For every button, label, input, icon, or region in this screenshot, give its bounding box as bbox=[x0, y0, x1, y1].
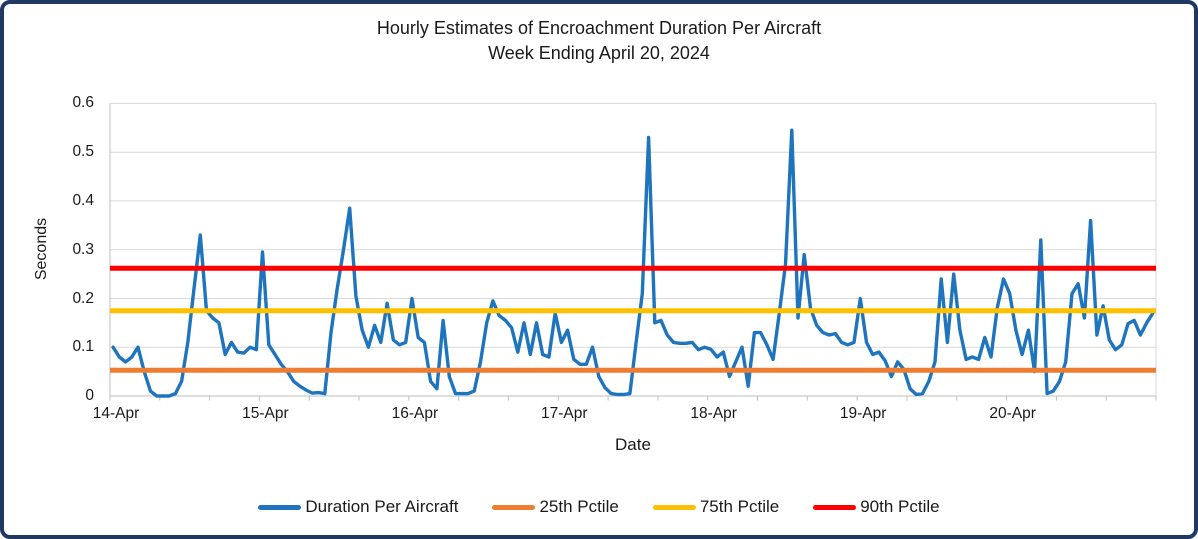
legend-item-90th-pctile: 90th Pctile bbox=[813, 497, 940, 517]
legend-label: 75th Pctile bbox=[699, 497, 780, 516]
chart-title-line2: Week Ending April 20, 2024 bbox=[488, 43, 710, 63]
legend: Duration Per Aircraft 25th Pctile 75th P… bbox=[4, 497, 1194, 517]
x-tick-label: 18-Apr bbox=[690, 405, 737, 422]
x-tick-label: 19-Apr bbox=[839, 405, 887, 422]
x-tick-label: 17-Apr bbox=[541, 405, 588, 422]
legend-line-swatch-blue bbox=[258, 504, 302, 510]
legend-line-swatch-orange bbox=[492, 504, 536, 510]
x-tick-label: 15-Apr bbox=[242, 405, 289, 422]
x-tick-label: 14-Apr bbox=[92, 405, 140, 422]
legend-label: 90th Pctile bbox=[860, 497, 940, 516]
y-axis-title: Seconds bbox=[33, 217, 50, 281]
y-tick-label: 0.3 bbox=[72, 240, 94, 258]
chart-title-line1: Hourly Estimates of Encroachment Duratio… bbox=[376, 18, 822, 38]
y-tick-label: 0.1 bbox=[72, 338, 94, 356]
legend-label: 25th Pctile bbox=[539, 497, 619, 516]
y-tick-label: 0.2 bbox=[72, 289, 94, 307]
legend-item-duration-per-aircraft: Duration Per Aircraft bbox=[258, 497, 458, 517]
y-tick-label: 0.5 bbox=[72, 143, 94, 161]
legend-item-25th-pctile: 25th Pctile bbox=[492, 497, 619, 517]
legend-line-swatch-yellow bbox=[652, 504, 696, 510]
y-tick-label: 0.6 bbox=[72, 94, 94, 112]
y-tick-label: 0 bbox=[85, 387, 94, 404]
legend-item-75th-pctile: 75th Pctile bbox=[652, 497, 780, 517]
x-tick-label: 16-Apr bbox=[391, 405, 439, 422]
legend-line-swatch-red bbox=[813, 504, 857, 510]
x-tick-label: 20-Apr bbox=[989, 405, 1036, 422]
legend-label: Duration Per Aircraft bbox=[305, 497, 459, 516]
plot-area bbox=[109, 102, 1157, 401]
y-tick-label: 0.4 bbox=[72, 191, 94, 209]
x-axis-title: Date bbox=[615, 435, 651, 454]
